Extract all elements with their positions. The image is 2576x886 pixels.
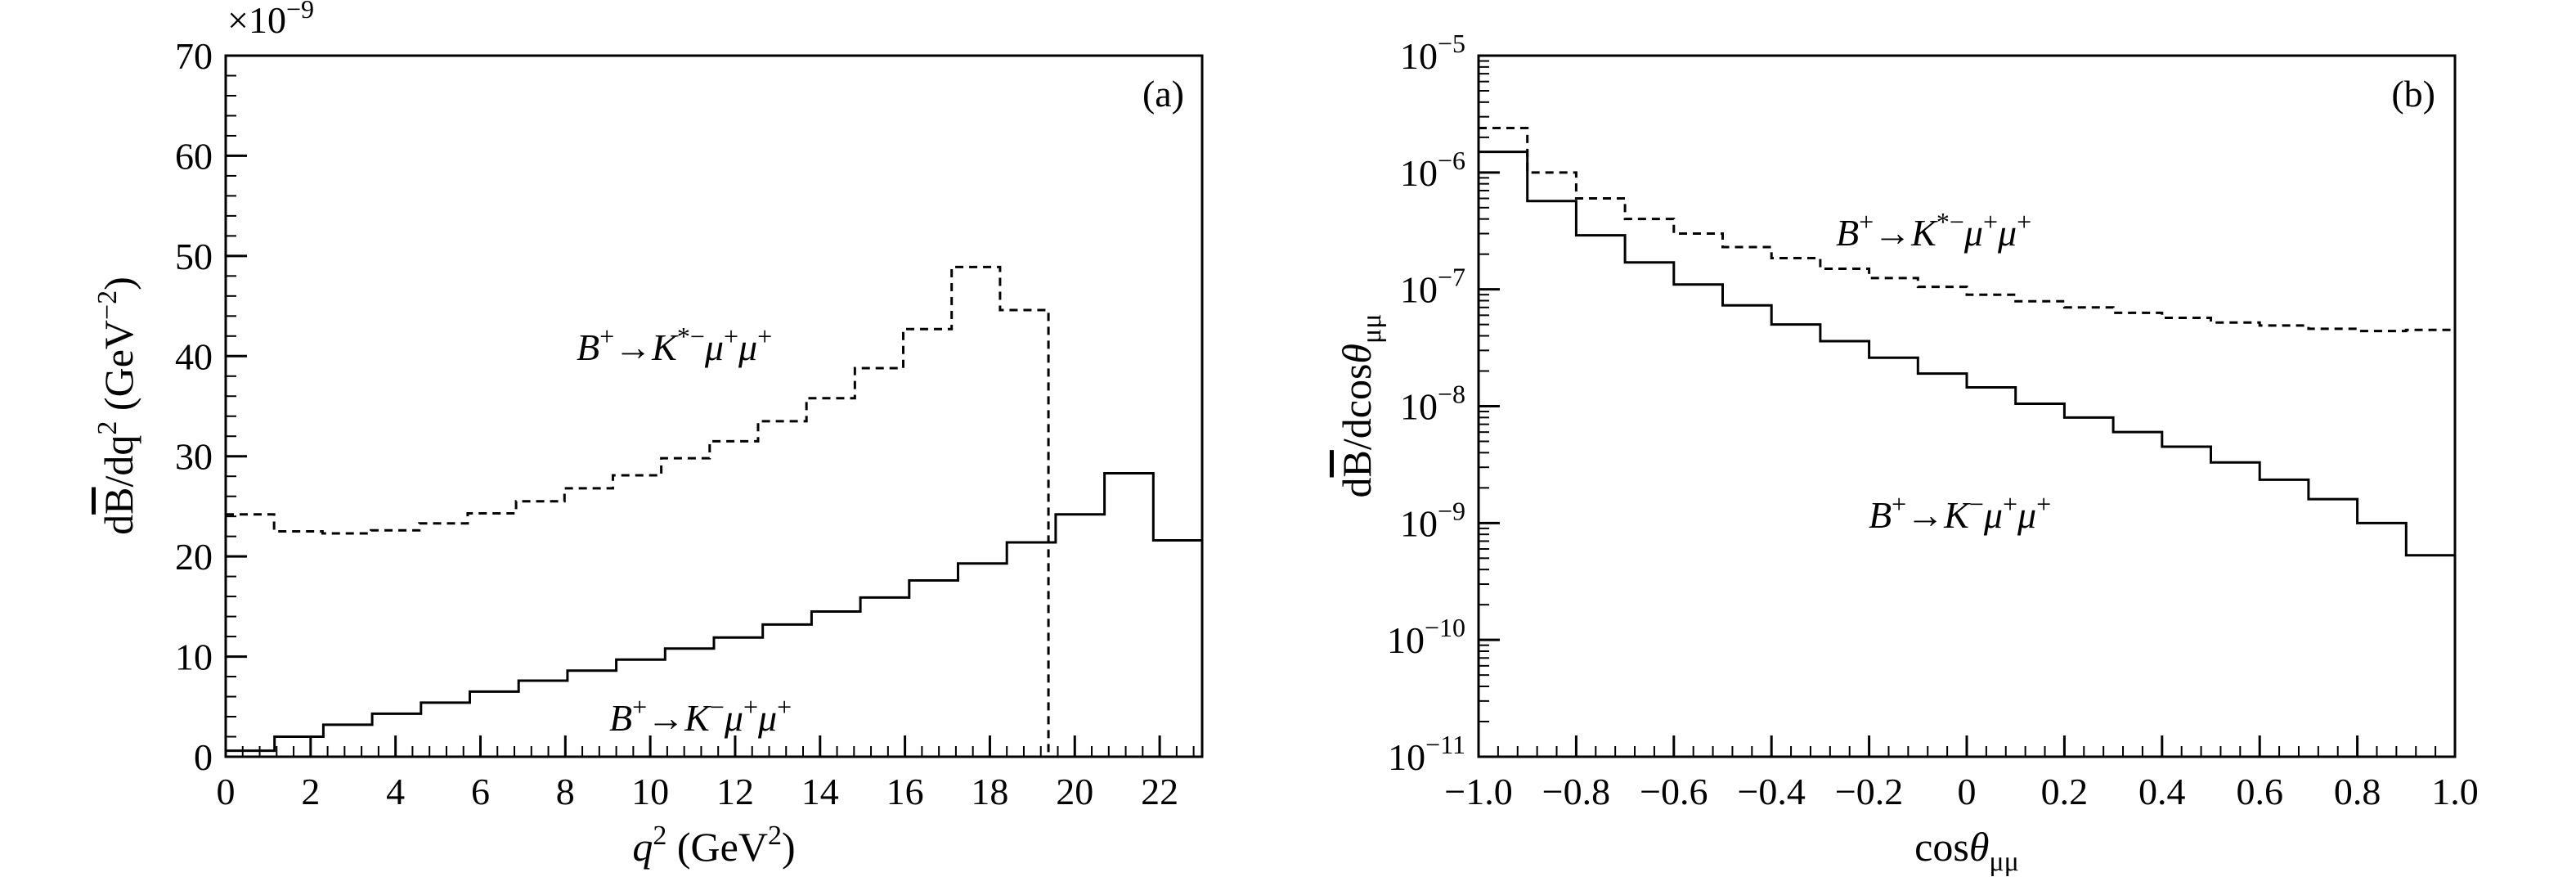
series-line-k [1479,151,2455,557]
y-tick-label: 60 [175,135,213,177]
x-tick-label: 0.8 [2334,771,2381,812]
y-tick-label: 10 [175,636,213,678]
y-tick-label: 10−7 [1400,263,1465,311]
y-tick-label: 10−10 [1387,613,1465,661]
y-tick-label: 40 [175,335,213,377]
y-tick-label: 50 [175,236,213,277]
panel-b: −1.0 −0.8 −0.6 −0.4 −0.2 0 0.2 0.4 0.6 0.8 1.0 10−1… [1334,29,2479,877]
y-tick-label: 10−11 [1388,730,1465,778]
x-tick-label: 10 [631,771,669,812]
x-tick-label: −0.6 [1640,771,1708,812]
x-tick-label: 0 [1958,771,1977,812]
x-tick-label: 0.4 [2138,771,2186,812]
y-tick-label: 20 [175,536,213,578]
y-tick-label: 10−9 [1400,496,1465,544]
panel-a-frame [224,54,1204,758]
panel-b-kstar-series-label: B+→K*−μ+μ+ [1836,207,2031,254]
x-tick-label: 22 [1141,771,1178,812]
x-tick-label: 18 [971,771,1008,812]
panel-b-k-series-label: B+→K−μ+μ+ [1869,489,2051,536]
panel-a-y-multiplier: ×10−9 [227,0,314,41]
x-tick-label: 6 [471,771,490,812]
panel-b-tick-labels: −1.0 −0.8 −0.6 −0.4 −0.2 0 0.2 0.4 0.6 0.8 1.0 10−1… [1387,29,2479,812]
x-tick-label: 0.6 [2236,771,2283,812]
panel-a-x-axis-title: q2 (GeV2) [632,821,795,870]
x-tick-label: −1.0 [1444,771,1512,812]
panel-a-y-axis-title: dB/dq2 (GeV−2) [92,277,141,535]
x-tick-label: −0.8 [1542,771,1610,812]
y-tick-label: 10−6 [1400,146,1465,194]
panel-b-series [1479,127,2455,557]
x-tick-label: 0 [217,771,236,812]
series-line-kstar [226,265,1050,757]
panel-b-frame [1477,54,2457,758]
panel-b-y-axis-title: dB/dcosθμμ [1334,314,1387,498]
y-tick-label: 0 [194,736,213,778]
panel-b-label: (b) [2391,73,2435,115]
panel-a-label: (a) [1142,73,1184,115]
x-tick-label: 4 [386,771,405,812]
y-tick-label: 70 [175,35,213,77]
x-tick-label: −0.4 [1737,771,1805,812]
series-line-k [226,472,1202,753]
panel-a-kstar-series-label: B+→K*−μ+μ+ [577,322,772,368]
y-tick-label: 10−8 [1400,380,1465,428]
x-tick-label: 2 [301,771,320,812]
x-tick-label: 0.2 [2041,771,2089,812]
panel-a-tick-labels: 0 2 4 6 8 10 12 14 16 18 20 22 0 10 20 30 40 50 60 70 [175,35,1178,812]
panel-b-ticks [1477,54,2457,758]
series-line-kstar [1479,127,2455,333]
panel-a: 0 2 4 6 8 10 12 14 16 18 20 22 0 10 20 30 40 50 60 70 (a) ×… [92,0,1204,870]
x-tick-label: 16 [886,771,924,812]
x-tick-label: 1.0 [2431,771,2479,812]
x-tick-label: −0.2 [1835,771,1903,812]
panel-a-k-series-label: B+→K−μ+μ+ [609,692,792,739]
panel-b-x-axis-title: cosθμμ [1914,824,2019,877]
y-tick-label: 10−5 [1400,29,1465,77]
x-tick-label: 20 [1056,771,1093,812]
x-tick-label: 8 [556,771,575,812]
panel-a-series [226,265,1202,757]
y-tick-label: 30 [175,436,213,478]
x-tick-label: 12 [716,771,754,812]
x-tick-label: 14 [801,771,839,812]
